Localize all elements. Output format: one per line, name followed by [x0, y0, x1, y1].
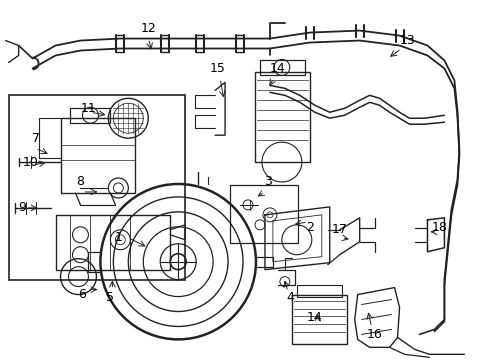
Text: 7: 7: [31, 132, 40, 145]
Bar: [61, 118, 135, 193]
Text: 2: 2: [306, 221, 314, 234]
Bar: [255, 72, 310, 162]
Text: 5: 5: [106, 291, 114, 304]
Text: 8: 8: [76, 175, 84, 189]
Bar: [260, 60, 305, 75]
Text: 6: 6: [78, 288, 86, 301]
Text: 1: 1: [115, 231, 122, 244]
Text: 13: 13: [400, 34, 416, 47]
Bar: [230, 185, 298, 243]
Bar: [297, 285, 342, 297]
Text: 10: 10: [23, 156, 39, 168]
Bar: [292, 294, 347, 345]
Bar: [71, 108, 110, 123]
Text: 3: 3: [264, 175, 272, 189]
Text: 14: 14: [307, 311, 323, 324]
Text: 11: 11: [80, 102, 97, 115]
Text: 15: 15: [210, 62, 226, 75]
Text: 14: 14: [270, 62, 286, 75]
Bar: [9, 95, 185, 280]
Text: 9: 9: [19, 201, 26, 215]
Text: 16: 16: [367, 328, 383, 341]
Text: 12: 12: [141, 22, 156, 35]
Text: 4: 4: [286, 291, 294, 304]
Text: 18: 18: [432, 221, 447, 234]
Bar: [55, 215, 170, 270]
Text: 17: 17: [332, 223, 348, 236]
